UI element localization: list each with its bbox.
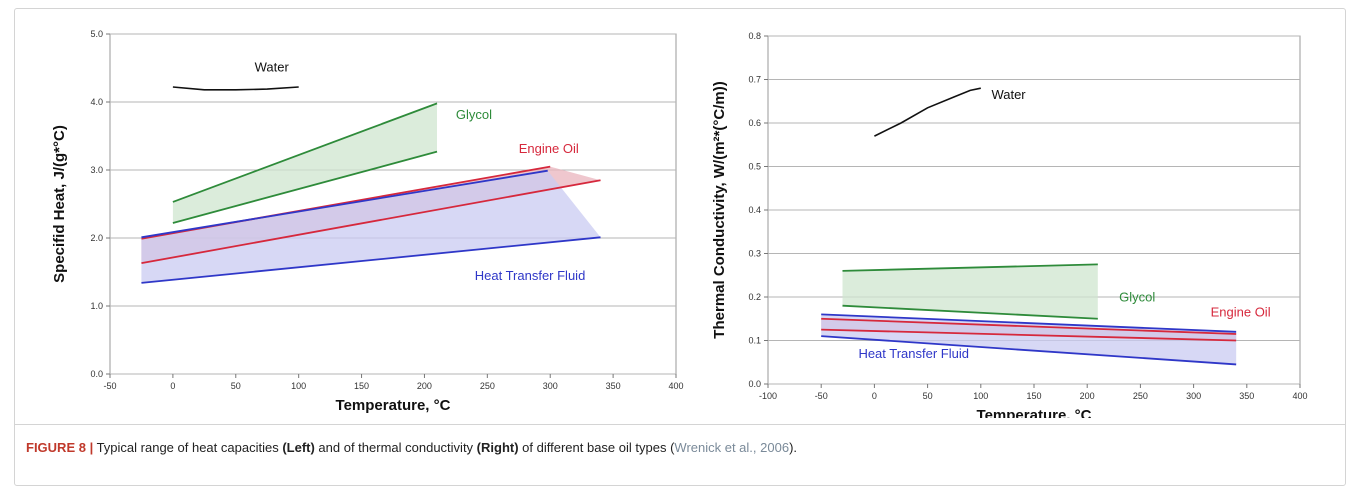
x-axis-title: Temperature, °C xyxy=(977,407,1092,418)
x-tick-label: 150 xyxy=(1026,391,1041,401)
y-tick-label: 0.0 xyxy=(748,379,761,389)
heat-transfer-fluid-label: Heat Transfer Fluid xyxy=(475,268,586,283)
thermal-conductivity-chart-svg: 0.0 0.1 0.2 0.3 0.4 0.5 0.6 0.7 0.8 -100 -50 0 50 100… xyxy=(711,31,1308,418)
x-axis-title: Temperature, °C xyxy=(336,397,451,414)
y-tick-label: 4.0 xyxy=(90,97,103,107)
y-tick-label: 0.7 xyxy=(748,75,761,85)
water-label: Water xyxy=(255,59,290,74)
x-tick-label: 100 xyxy=(291,381,306,391)
glycol-upper-line xyxy=(842,263,1098,272)
engine-oil-label: Engine Oil xyxy=(1211,305,1271,320)
heat-transfer-fluid-label: Heat Transfer Fluid xyxy=(858,346,969,361)
y-tick-label: 0.3 xyxy=(748,249,761,259)
heat-transfer-fluid-band-fill xyxy=(141,170,601,283)
x-tick-label: 350 xyxy=(1239,391,1254,401)
x-tick-label: -50 xyxy=(103,381,116,391)
caption-text-4: ). xyxy=(789,440,798,455)
water-label: Water xyxy=(991,87,1026,102)
caption-text-1: Typical range of heat capacities xyxy=(93,440,283,455)
x-tick-label: -100 xyxy=(759,391,777,401)
x-tick-label: 250 xyxy=(1133,391,1148,401)
caption-citation-link[interactable]: Wrenick et al., 2006 xyxy=(674,440,790,455)
x-tick-label: 350 xyxy=(606,381,621,391)
glycol-lower-line xyxy=(172,150,438,224)
y-tick-label: 1.0 xyxy=(90,301,103,311)
x-tick-label: 300 xyxy=(1186,391,1201,401)
x-tick-label: 200 xyxy=(1080,391,1095,401)
glycol-label: Glycol xyxy=(456,107,492,122)
y-axis-title: Thermal Conductivity, W/(m²*(°C/m)) xyxy=(711,81,728,338)
y-tick-label: 5.0 xyxy=(90,29,103,39)
caption-divider xyxy=(14,424,1346,425)
y-tick-label: 0.2 xyxy=(748,292,761,302)
y-tick-label: 3.0 xyxy=(90,165,103,175)
heat-transfer-fluid-upper-line xyxy=(821,313,1237,333)
y-tick-label: 0.8 xyxy=(748,31,761,41)
x-tick-label: 100 xyxy=(973,391,988,401)
heat-transfer-fluid-band-fill xyxy=(821,314,1237,365)
caption-left-word: (Left) xyxy=(282,440,315,455)
caption-text-2: and of thermal conductivity xyxy=(314,440,477,455)
glycol-band-fill xyxy=(172,103,437,223)
heat-transfer-fluid-lower-line xyxy=(141,236,601,284)
x-tick-label: 150 xyxy=(354,381,369,391)
y-tick-label: 0.0 xyxy=(90,369,103,379)
x-tick-label: -50 xyxy=(815,391,828,401)
x-tick-label: 400 xyxy=(1292,391,1307,401)
y-tick-label: 0.5 xyxy=(748,162,761,172)
glycol-lower-line xyxy=(842,304,1098,320)
engine-oil-upper-line xyxy=(821,317,1237,335)
figure-caption: FIGURE 8 | Typical range of heat capacit… xyxy=(26,440,1326,455)
glycol-band-fill xyxy=(842,264,1098,319)
engine-oil-lower-line xyxy=(821,328,1237,342)
x-tick-label: 50 xyxy=(923,391,933,401)
engine-oil-label: Engine Oil xyxy=(519,141,579,156)
left-chart-heat-capacity: 0.0 1.0 2.0 3.0 4.0 5.0 -50 0 50 100 150 200 250 300 3… xyxy=(40,18,700,418)
x-tick-label: 0 xyxy=(872,391,877,401)
heat-capacity-chart-svg: 0.0 1.0 2.0 3.0 4.0 5.0 -50 0 50 100 150 200 250 300 3… xyxy=(51,29,684,414)
x-tick-label: 200 xyxy=(417,381,432,391)
y-tick-label: 2.0 xyxy=(90,233,103,243)
water-line xyxy=(172,86,299,91)
right-chart-thermal-conductivity: 0.0 0.1 0.2 0.3 0.4 0.5 0.6 0.7 0.8 -100 -50 0 50 100… xyxy=(700,18,1320,418)
x-tick-label: 300 xyxy=(543,381,558,391)
heat-transfer-fluid-lower-line xyxy=(821,335,1237,366)
heat-transfer-fluid-upper-line xyxy=(141,169,548,239)
glycol-upper-line xyxy=(172,102,438,203)
figure-label: FIGURE 8 | xyxy=(26,440,94,455)
y-tick-label: 0.4 xyxy=(748,205,761,215)
caption-right-word: (Right) xyxy=(476,440,519,455)
x-tick-label: 400 xyxy=(668,381,683,391)
y-axis-title: Specifid Heat, J/(g*°C) xyxy=(51,125,68,283)
glycol-label: Glycol xyxy=(1119,289,1155,304)
water-line xyxy=(874,87,981,137)
x-tick-label: 250 xyxy=(480,381,495,391)
y-tick-label: 0.6 xyxy=(748,118,761,128)
caption-text-3: of different base oil types ( xyxy=(518,440,675,455)
y-tick-label: 0.1 xyxy=(748,336,761,346)
x-tick-label: 0 xyxy=(170,381,175,391)
x-tick-label: 50 xyxy=(231,381,241,391)
engine-oil-lower-line xyxy=(141,179,601,265)
